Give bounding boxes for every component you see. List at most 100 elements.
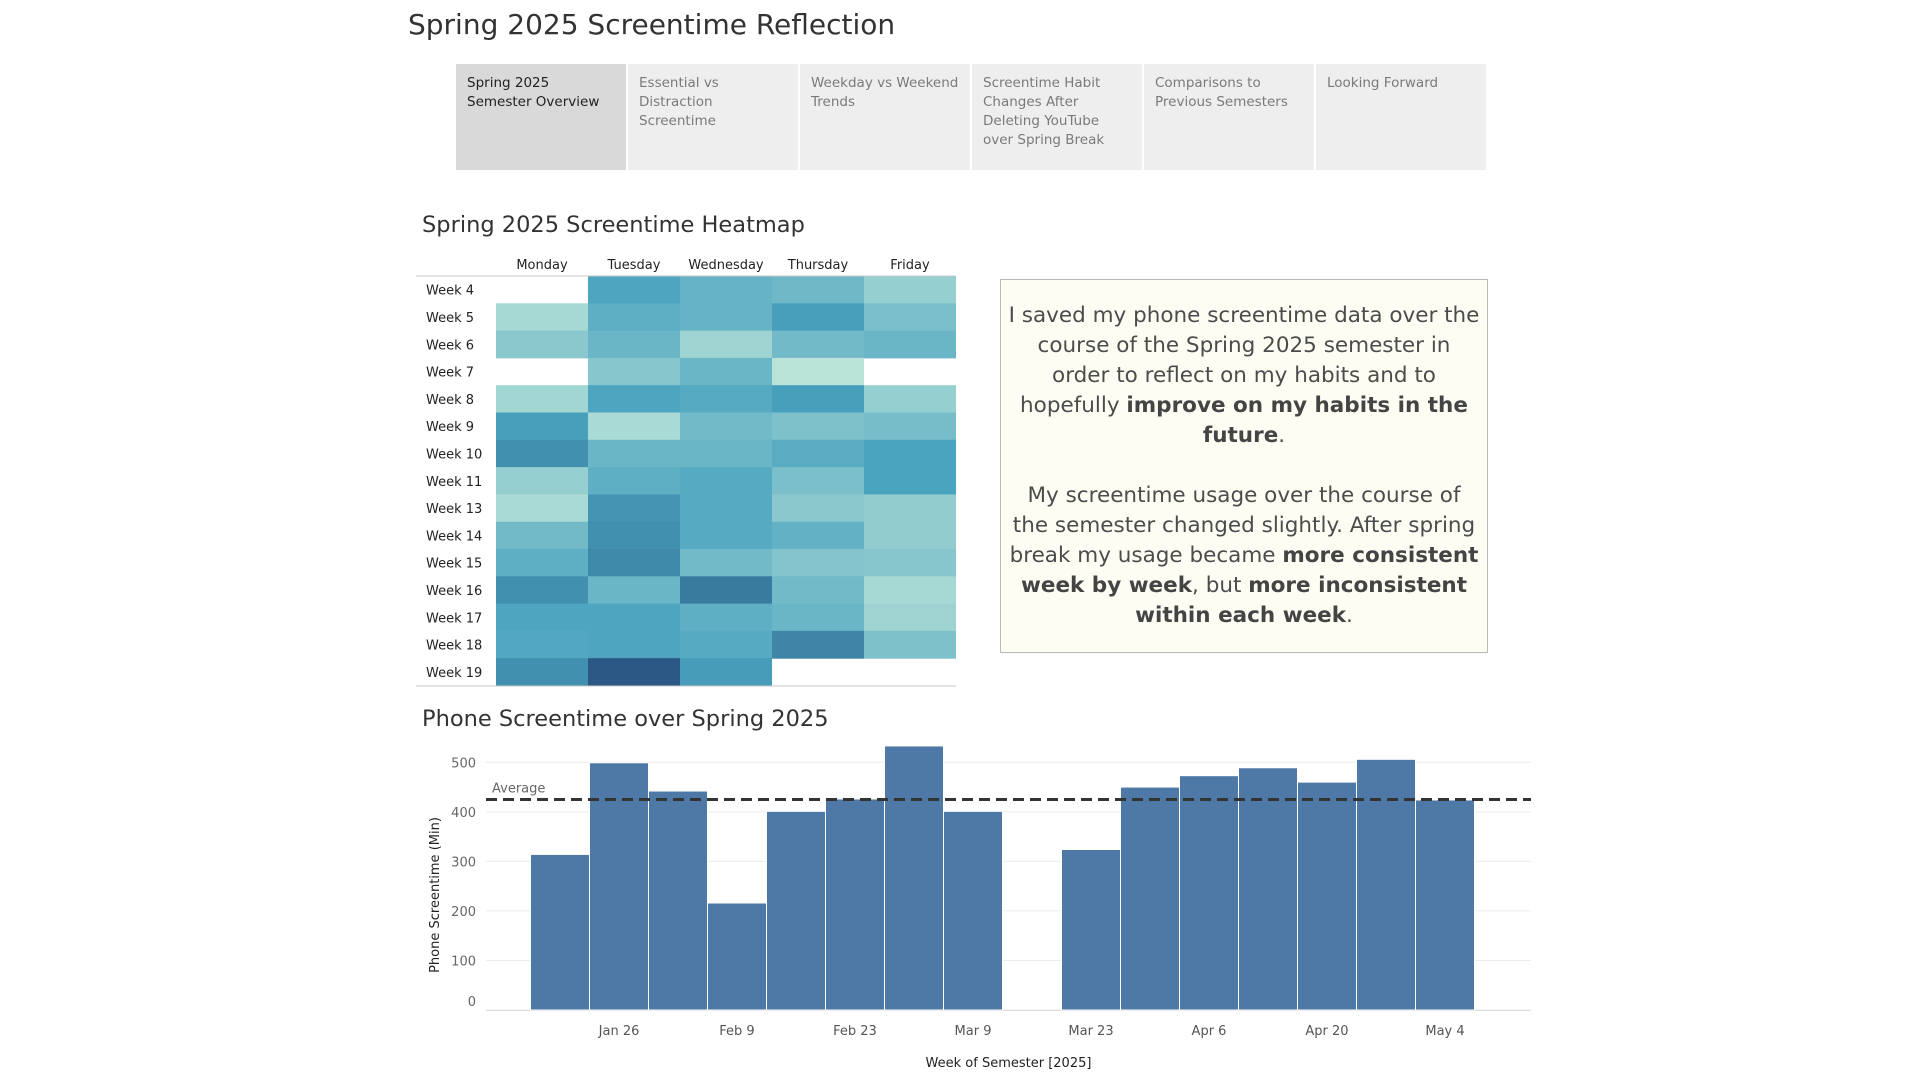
heatmap-cell xyxy=(588,439,680,468)
heatmap-cell xyxy=(588,276,680,304)
heatmap-cell xyxy=(588,467,680,495)
x-tick-label: Mar 9 xyxy=(955,1024,992,1039)
tab-semester-overview[interactable]: Spring 2025 Semester Overview xyxy=(456,64,626,170)
heatmap-cell xyxy=(680,330,772,359)
heatmap-row-label: Week 17 xyxy=(426,611,482,626)
heatmap-col-label: Thursday xyxy=(787,258,849,273)
heatmap-cell xyxy=(680,439,772,468)
heatmap-row-label: Week 8 xyxy=(426,393,474,408)
heatmap-cell xyxy=(864,630,956,659)
heatmap-cell xyxy=(680,412,772,441)
heatmap-cell xyxy=(772,276,864,304)
heatmap-row-label: Week 18 xyxy=(426,639,482,654)
average-label: Average xyxy=(492,781,545,796)
heatmap-row-label: Week 6 xyxy=(426,338,474,353)
bar xyxy=(1061,848,1121,1011)
bar-chart: 0 100 200 300 400 500 Average Jan 26 Feb 9 Feb 23… xyxy=(428,745,1531,1070)
heatmap-cell xyxy=(496,658,588,686)
tab-looking-forward[interactable]: Looking Forward xyxy=(1316,64,1486,170)
heatmap-title: Spring 2025 Screentime Heatmap xyxy=(422,212,805,238)
heatmap-cell xyxy=(588,357,680,386)
y-tick-label: 400 xyxy=(451,806,476,821)
heatmap-cell xyxy=(772,439,864,468)
bar xyxy=(1179,775,1239,1011)
heatmap-cell xyxy=(772,549,864,577)
heatmap-cell xyxy=(588,303,680,332)
heatmap-row-label: Week 11 xyxy=(426,475,482,490)
heatmap-cell xyxy=(680,603,772,632)
heatmap-cell xyxy=(496,576,588,605)
p1-run-2: . xyxy=(1278,423,1286,448)
heatmap-cell xyxy=(864,603,956,632)
p2-run-0: My screentime usage over the course of t… xyxy=(1009,483,1476,568)
heatmap-cell xyxy=(496,549,588,577)
heatmap-cell xyxy=(864,330,956,359)
x-tick-label: Jan 26 xyxy=(598,1024,640,1039)
heatmap-cell xyxy=(772,330,864,359)
bar xyxy=(707,902,767,1011)
y-tick-label: 200 xyxy=(451,905,476,920)
heatmap-cell xyxy=(680,494,772,523)
tab-weekday-vs-weekend[interactable]: Weekday vs Weekend Trends xyxy=(800,64,970,170)
heatmap-cell xyxy=(496,412,588,441)
heatmap-cell xyxy=(680,303,772,332)
x-tick-label: Apr 20 xyxy=(1305,1024,1348,1039)
p2-run-3: more inconsistent within each week xyxy=(1135,573,1467,628)
heatmap-cell xyxy=(680,521,772,550)
reflection-paragraph-2: My screentime usage over the course of t… xyxy=(1007,481,1481,631)
bar xyxy=(1415,799,1475,1011)
reflection-paragraph-1: I saved my phone screentime data over th… xyxy=(1007,301,1481,451)
heatmap-cell xyxy=(680,549,772,577)
bar xyxy=(1238,767,1298,1011)
heatmap-cell xyxy=(680,467,772,495)
heatmap-cell xyxy=(588,630,680,659)
heatmap-cell xyxy=(496,330,588,359)
tab-youtube-habit-changes[interactable]: Screentime Habit Changes After Deleting … xyxy=(972,64,1142,170)
x-tick-label: Feb 9 xyxy=(719,1024,754,1039)
heatmap-cell xyxy=(588,658,680,686)
heatmap-cell xyxy=(588,330,680,359)
tab-essential-vs-distraction[interactable]: Essential vs Distraction Screentime xyxy=(628,64,798,170)
p2-run-1: more consistent week by week xyxy=(1021,543,1479,598)
heatmap-cell xyxy=(496,521,588,550)
heatmap-cell xyxy=(496,603,588,632)
heatmap-row-label: Week 5 xyxy=(426,311,474,326)
heatmap-cell xyxy=(864,467,956,495)
y-tick-label: 100 xyxy=(451,954,476,969)
bar xyxy=(1120,786,1180,1011)
heatmap-cell xyxy=(772,603,864,632)
heatmap-cell xyxy=(588,494,680,523)
heatmap-cell xyxy=(864,521,956,550)
bar xyxy=(766,810,826,1011)
heatmap-cell xyxy=(772,521,864,550)
p2-run-2: , but xyxy=(1192,573,1249,598)
p1-run-0: I saved my phone screentime data over th… xyxy=(1008,303,1480,418)
heatmap-cell xyxy=(588,521,680,550)
heatmap-cell xyxy=(496,467,588,495)
heatmap-col-label: Tuesday xyxy=(607,258,661,273)
bar xyxy=(825,798,885,1011)
heatmap-cell xyxy=(496,494,588,523)
y-tick-label: 300 xyxy=(451,855,476,870)
heatmap-row-label: Week 9 xyxy=(426,420,474,435)
bar xyxy=(1297,781,1357,1011)
tab-previous-semesters[interactable]: Comparisons to Previous Semesters xyxy=(1144,64,1314,170)
heatmap-col-label: Wednesday xyxy=(688,258,764,273)
heatmap-cell xyxy=(588,576,680,605)
bar xyxy=(589,762,649,1011)
y-tick-label: 500 xyxy=(451,756,476,771)
heatmap-cell xyxy=(588,603,680,632)
heatmap-cell xyxy=(864,494,956,523)
page-title: Spring 2025 Screentime Reflection xyxy=(408,8,896,41)
heatmap-cell xyxy=(864,439,956,468)
heatmap-col-label: Monday xyxy=(516,258,568,273)
heatmap-cell xyxy=(864,303,956,332)
heatmap-cell xyxy=(496,303,588,332)
y-axis-title: Phone Screentime (Min) xyxy=(428,817,443,973)
heatmap-cell xyxy=(680,357,772,386)
heatmap-cell xyxy=(588,549,680,577)
heatmap-cell xyxy=(772,494,864,523)
heatmap-cell xyxy=(864,549,956,577)
heatmap-cell xyxy=(772,385,864,413)
y-tick-label: 0 xyxy=(468,995,476,1010)
